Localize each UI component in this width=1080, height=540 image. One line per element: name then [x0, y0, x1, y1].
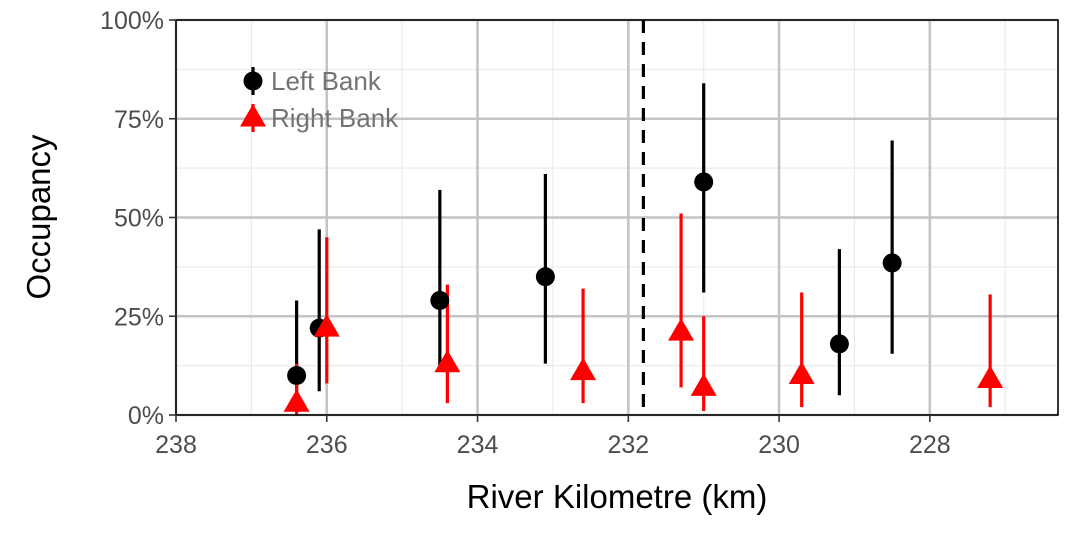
- y-axis-title: Occupancy: [20, 134, 57, 300]
- x-axis-title: River Kilometre (km): [467, 478, 768, 515]
- data-point-circle: [287, 366, 307, 385]
- data-point-triangle: [570, 357, 597, 381]
- x-tick-label: 232: [607, 431, 649, 459]
- data-point-circle: [694, 172, 714, 192]
- y-tick-label: 75%: [114, 106, 164, 134]
- data-point-triangle: [668, 318, 695, 341]
- data-point-triangle: [690, 373, 717, 396]
- data-point-circle: [535, 267, 555, 287]
- x-tick-label: 236: [306, 431, 348, 459]
- data-point-circle: [829, 334, 849, 354]
- x-tick-label: 230: [758, 431, 800, 459]
- legend-key-triangle: [240, 104, 266, 127]
- data-point-circle: [430, 290, 450, 310]
- x-tick-label: 234: [457, 431, 499, 459]
- y-tick-label: 25%: [114, 303, 164, 331]
- legend-label: Left Bank: [271, 66, 382, 96]
- x-axis: 238 236 234 232 230 228: [155, 415, 951, 459]
- data-point-triangle: [977, 365, 1004, 389]
- data-point-triangle: [313, 314, 340, 337]
- legend-key-circle: [243, 71, 263, 91]
- legend: Left Bank Right Bank: [240, 66, 399, 133]
- data-point-circle: [882, 253, 902, 273]
- data-point-triangle: [434, 349, 461, 373]
- y-axis: 0% 25% 50% 75% 100%: [100, 7, 176, 430]
- x-tick-label: 228: [909, 431, 951, 459]
- data-point-triangle: [283, 389, 310, 412]
- y-tick-label: 0%: [128, 402, 164, 430]
- y-tick-label: 100%: [100, 7, 164, 35]
- data-point-triangle: [788, 361, 815, 385]
- y-tick-label: 50%: [114, 205, 164, 233]
- markers: [283, 172, 1004, 412]
- error-bars: [295, 83, 992, 415]
- legend-label: Right Bank: [271, 103, 399, 133]
- x-tick-label: 238: [155, 431, 197, 459]
